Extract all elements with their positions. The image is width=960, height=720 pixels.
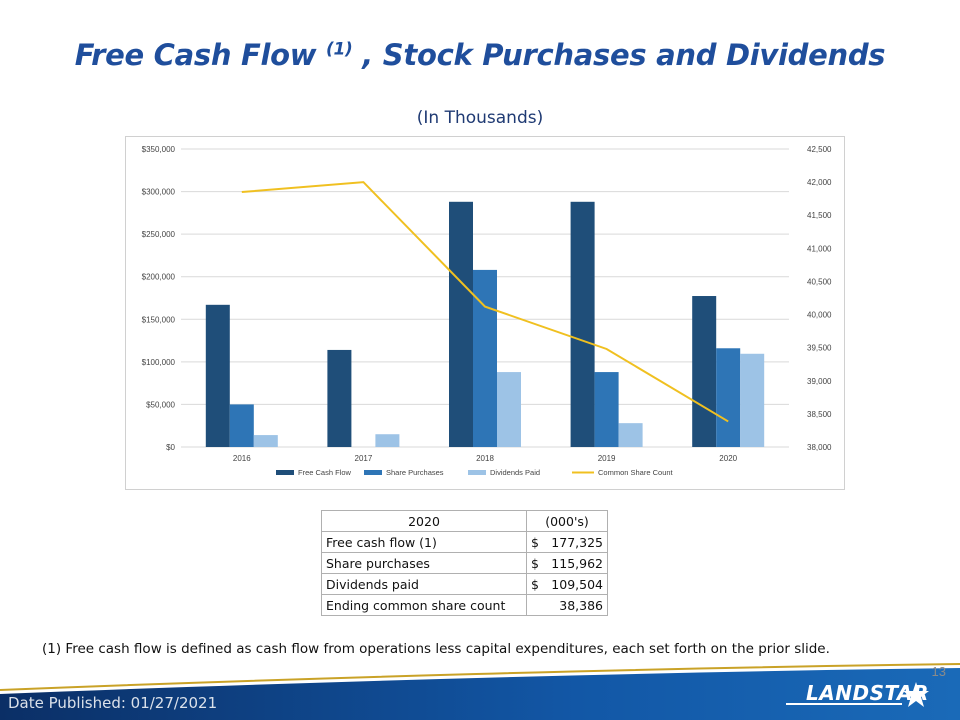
y-left-tick-label: $0 bbox=[166, 443, 175, 452]
y-left-tick-label: $100,000 bbox=[142, 358, 176, 367]
y-left-tick-label: $50,000 bbox=[146, 400, 175, 409]
combo-chart: $0 $50,000 $100,000 $150,000 $200,000 $250,00… bbox=[142, 145, 832, 477]
y-left-tick-label: $200,000 bbox=[142, 273, 176, 282]
x-tick-label: 2016 bbox=[233, 454, 251, 463]
y-right-tick-label: 42,000 bbox=[807, 178, 832, 187]
x-tick-label: 2020 bbox=[719, 454, 737, 463]
footnote: (1) Free cash flow is defined as cash fl… bbox=[42, 641, 830, 657]
row-value: 109,504 bbox=[551, 576, 603, 592]
legend-swatch bbox=[364, 470, 382, 475]
table-header-units: (000's) bbox=[526, 510, 608, 532]
bar-dividends-paid bbox=[618, 423, 643, 447]
table-header-year: 2020 bbox=[321, 510, 527, 532]
summary-table: 2020 (000's) Free cash flow (1) $177,325… bbox=[321, 510, 608, 616]
bar-share-purchases bbox=[594, 372, 619, 447]
row-value: 38,386 bbox=[559, 597, 603, 613]
logo-swoosh-icon bbox=[786, 682, 929, 707]
bar-share-purchases bbox=[229, 404, 254, 447]
logo-text: LANDSTAR bbox=[806, 681, 929, 705]
slide-title: Free Cash Flow (1) , Stock Purchases and… bbox=[0, 38, 960, 72]
title-footnote-ref: (1) bbox=[326, 39, 353, 60]
y-right-tick-label: 40,500 bbox=[807, 277, 832, 286]
bar-free-cash-flow bbox=[570, 201, 595, 447]
table-row: Dividends paid $109,504 bbox=[321, 573, 608, 595]
landstar-logo: LANDSTAR bbox=[784, 678, 934, 712]
row-label: Free cash flow (1) bbox=[321, 531, 527, 553]
bar-dividends-paid bbox=[253, 435, 278, 447]
legend-swatch bbox=[276, 470, 294, 475]
star-icon bbox=[903, 682, 929, 707]
title-main: Free Cash Flow bbox=[74, 38, 327, 72]
y-right-tick-label: 39,000 bbox=[807, 377, 832, 386]
bar-share-purchases bbox=[716, 348, 741, 447]
bar-dividends-paid bbox=[497, 372, 521, 447]
y-left-tick-label: $150,000 bbox=[142, 315, 176, 324]
row-value: 177,325 bbox=[551, 534, 603, 550]
y-right-tick-label: 38,000 bbox=[807, 443, 832, 452]
row-label: Share purchases bbox=[321, 552, 527, 574]
y-right-tick-label: 38,500 bbox=[807, 410, 832, 419]
y-right-tick-label: 39,500 bbox=[807, 344, 832, 353]
y-left-tick-label: $350,000 bbox=[142, 145, 176, 154]
table-row: Ending common share count 38,386 bbox=[321, 594, 608, 616]
row-label: Dividends paid bbox=[321, 573, 527, 595]
row-currency: $ bbox=[531, 555, 539, 571]
x-tick-label: 2019 bbox=[598, 454, 616, 463]
x-tick-label: 2017 bbox=[355, 454, 373, 463]
title-rest: , Stock Purchases and Dividends bbox=[352, 38, 886, 72]
legend-label: Common Share Count bbox=[598, 468, 674, 477]
bottom-band bbox=[0, 663, 960, 720]
line-common-share-count bbox=[241, 181, 729, 423]
y-right-tick-label: 41,500 bbox=[807, 211, 832, 220]
y-left-tick-label: $300,000 bbox=[142, 188, 176, 197]
y-right-tick-label: 42,500 bbox=[807, 145, 832, 154]
y-right-tick-label: 41,000 bbox=[807, 244, 832, 253]
legend-label: Free Cash Flow bbox=[298, 468, 352, 477]
row-label: Ending common share count bbox=[321, 594, 527, 616]
bar-share-purchases bbox=[473, 269, 497, 447]
legend-label: Dividends Paid bbox=[490, 468, 540, 477]
page-number: 13 bbox=[931, 664, 946, 679]
y-right-tick-label: 40,000 bbox=[807, 311, 832, 320]
table-row: Free cash flow (1) $177,325 bbox=[321, 531, 608, 553]
chart-subtitle: (In Thousands) bbox=[416, 108, 544, 128]
bar-dividends-paid bbox=[740, 353, 765, 447]
row-value: 115,962 bbox=[551, 555, 603, 571]
bar-dividends-paid bbox=[375, 434, 400, 447]
bar-free-cash-flow bbox=[692, 296, 717, 447]
row-currency: $ bbox=[531, 534, 539, 550]
bar-free-cash-flow bbox=[449, 201, 473, 447]
y-left-tick-label: $250,000 bbox=[142, 230, 176, 239]
legend-label: Share Purchases bbox=[386, 468, 444, 477]
bar-free-cash-flow bbox=[205, 304, 230, 447]
date-published: Date Published: 01/27/2021 bbox=[8, 694, 218, 712]
legend-swatch bbox=[468, 470, 486, 475]
chart-frame: $0 $50,000 $100,000 $150,000 $200,000 $250,00… bbox=[125, 136, 845, 490]
table-header-row: 2020 (000's) bbox=[321, 510, 608, 532]
bar-free-cash-flow bbox=[327, 349, 352, 447]
x-tick-label: 2018 bbox=[476, 454, 494, 463]
row-currency: $ bbox=[531, 576, 539, 592]
table-row: Share purchases $115,962 bbox=[321, 552, 608, 574]
